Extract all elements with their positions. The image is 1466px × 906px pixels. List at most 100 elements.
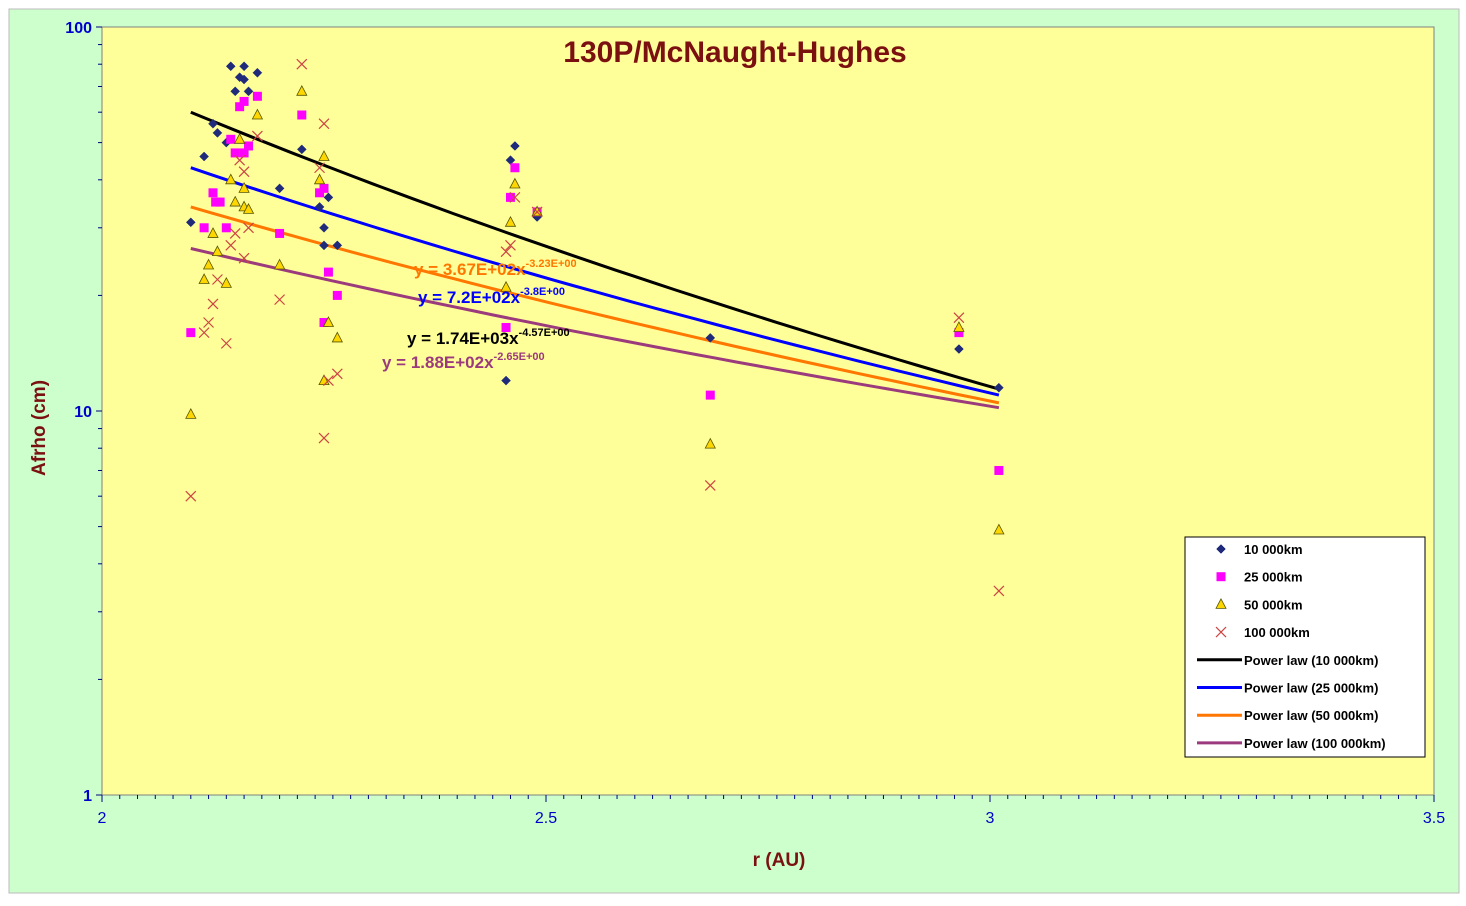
data-point-diamond — [274, 183, 285, 194]
legend-label: 50 000km — [1244, 597, 1303, 612]
data-point-triangle — [273, 258, 286, 270]
data-point-square — [215, 197, 225, 207]
fit-equations: y = 3.67E+02x-3.23E+00 y = 7.2E+02x-3.8E… — [382, 258, 577, 372]
data-point-triangle — [322, 316, 335, 327]
legend: 10 000km 25 000km 50 000km 100 000km Power l… — [1184, 536, 1426, 758]
legend-label: Power law (25 000km) — [1244, 681, 1378, 696]
data-point-square — [239, 96, 249, 106]
data-point-square — [208, 188, 218, 198]
data-point-diamond — [332, 240, 343, 251]
fit-equation-50000km: y = 3.67E+02x-3.23E+00 — [414, 258, 577, 279]
data-point-triangle — [313, 173, 326, 185]
data-point-diamond — [501, 375, 511, 386]
data-point-x — [243, 222, 254, 234]
data-point-square — [705, 390, 715, 400]
legend-label: Power law (10 000km) — [1244, 653, 1378, 668]
data-point-x — [318, 118, 330, 130]
data-point-x — [331, 368, 343, 380]
data-point-square — [319, 183, 329, 193]
data-point-triangle — [207, 227, 219, 238]
data-point-x — [251, 130, 263, 142]
data-point-diamond — [705, 333, 716, 343]
data-point-x — [505, 239, 516, 251]
x-tick-label: 2 — [98, 810, 107, 827]
data-point-diamond — [243, 86, 254, 97]
data-point-triangle — [229, 195, 241, 207]
data-point-triangle — [318, 150, 330, 161]
data-point-x — [220, 337, 232, 349]
data-point-diamond — [319, 240, 329, 251]
data-point-triangle — [220, 276, 232, 288]
data-point-x — [953, 312, 965, 324]
fit-line-1 — [190, 166, 1000, 397]
data-point-square — [244, 141, 254, 151]
data-point-diamond — [225, 61, 236, 72]
data-point-diamond — [239, 74, 249, 85]
legend-label: Power law (100 000km) — [1244, 736, 1386, 751]
legend-marker-x — [1215, 626, 1227, 638]
data-point-x — [185, 490, 197, 502]
fit-equation-100000km: y = 1.88E+02x-2.65E+00 — [382, 351, 545, 372]
data-point-square — [252, 91, 262, 101]
data-point-x — [238, 166, 250, 178]
legend-label: Power law (50 000km) — [1244, 708, 1378, 723]
data-point-triangle — [211, 245, 224, 257]
x-axis-label: r (AU) — [753, 850, 806, 871]
data-point-triangle — [242, 203, 255, 214]
x-tick-label: 2.5 — [535, 810, 557, 827]
data-point-triangle — [225, 173, 237, 185]
data-point-triangle — [331, 331, 343, 343]
data-point-triangle — [238, 182, 250, 193]
data-point-square — [505, 192, 515, 202]
data-point-square — [297, 110, 307, 120]
data-point-x — [238, 252, 250, 264]
data-point-triangle — [251, 108, 264, 120]
data-point-x — [198, 327, 210, 339]
legend-label: 10 000km — [1244, 542, 1303, 557]
legend-marker-square — [1216, 572, 1226, 582]
data-point-square — [199, 223, 209, 233]
legend-label: 100 000km — [1244, 625, 1310, 640]
data-point-x — [203, 317, 214, 328]
trendlines — [190, 110, 1000, 410]
data-point-square — [994, 465, 1004, 475]
data-point-square — [332, 290, 342, 300]
data-point-triangle — [993, 523, 1005, 535]
data-point-square — [319, 318, 329, 328]
data-point-diamond — [208, 118, 218, 129]
data-point-diamond — [954, 344, 964, 354]
fit-equation-10000km: y = 1.74E+03x-4.57E+00 — [407, 327, 570, 348]
fit-equation-25000km: y = 7.2E+02x-3.8E+00 — [418, 286, 565, 307]
data-point-x — [212, 274, 223, 285]
data-point-x — [509, 191, 521, 203]
data-point-diamond — [314, 202, 325, 212]
data-point-diamond — [994, 382, 1004, 393]
fit-line-3 — [190, 247, 1000, 410]
chart-title: 130P/McNaught-Hughes — [563, 36, 906, 69]
data-point-diamond — [199, 151, 209, 162]
data-point-triangle — [504, 215, 517, 227]
data-point-x — [229, 228, 241, 239]
data-point-diamond — [230, 86, 241, 97]
data-point-x — [314, 162, 325, 174]
y-axis-label: Afrho (cm) — [29, 380, 50, 476]
data-point-triangle — [704, 437, 716, 449]
data-point-diamond — [212, 128, 223, 138]
y-tick-label: 1 — [83, 788, 92, 805]
data-point-triangle — [500, 280, 512, 292]
data-point-triangle — [198, 273, 210, 284]
data-point-diamond — [296, 144, 307, 155]
data-point-square — [323, 267, 333, 277]
data-point-square — [239, 148, 249, 158]
data-point-square — [226, 134, 236, 144]
data-point-square — [510, 163, 520, 173]
data-point-diamond — [323, 192, 334, 203]
data-point-x — [207, 298, 219, 310]
data-point-triangle — [953, 321, 965, 332]
data-point-x — [500, 246, 512, 258]
data-point-square — [235, 102, 245, 112]
data-point-x — [225, 239, 237, 251]
data-point-diamond — [239, 61, 249, 72]
x-tick-label: 3 — [986, 810, 995, 827]
